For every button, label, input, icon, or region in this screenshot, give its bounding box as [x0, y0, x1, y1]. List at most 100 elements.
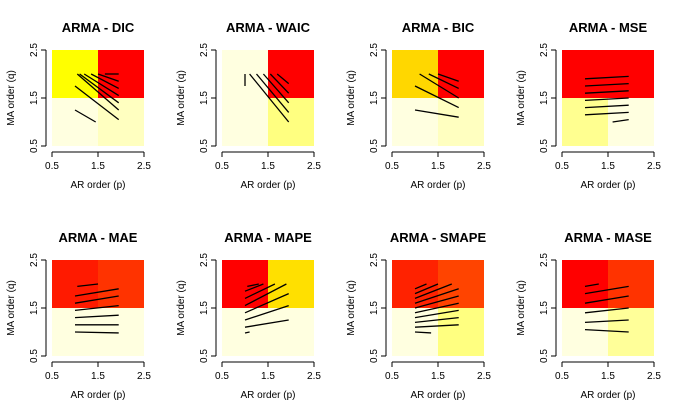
heatmap-cell: [98, 98, 144, 146]
heatmap-cell: [562, 308, 608, 356]
hatch-segment: [437, 73, 459, 82]
hatch-segment: [74, 304, 119, 312]
hatch-segment: [256, 73, 290, 113]
y-tick-label: 1.5: [199, 91, 210, 105]
chart-title: ARMA - MAE: [59, 230, 138, 245]
x-tick-label: 1.5: [261, 161, 275, 172]
chart-title: ARMA - WAIC: [226, 20, 311, 35]
heatmap-cell: [562, 50, 608, 98]
x-tick-label: 0.5: [385, 371, 399, 382]
hatch-segment: [79, 73, 120, 104]
heatmap-cell: [52, 50, 98, 98]
heatmap-cell: [392, 50, 438, 98]
hatch-segment: [584, 328, 629, 333]
heatmap-panel: ARMA - MAPE 0.5 1.5 2.5 AR order (p) 0.5 1.5 2.…: [176, 230, 321, 401]
hatch-segment: [244, 283, 287, 307]
y-axis-label: MA order (q): [6, 280, 17, 336]
hatch-segment: [90, 73, 120, 89]
y-tick-label: 0.5: [539, 139, 550, 153]
heatmap-cell: [98, 260, 144, 308]
heatmap-cell: [438, 50, 484, 98]
y-axis-label: MA order (q): [516, 280, 527, 336]
hatch-segment: [584, 75, 629, 80]
hatch-segment: [414, 109, 459, 118]
chart-title: ARMA - SMAPE: [390, 230, 487, 245]
y-tick-label: 0.5: [539, 349, 550, 363]
heatmap-cell: [608, 50, 654, 98]
x-axis-label: AR order (p): [70, 390, 125, 401]
y-tick-label: 0.5: [369, 349, 380, 363]
y-axis-label: MA order (q): [176, 280, 187, 336]
hatch-segment: [414, 295, 459, 309]
hatch-segment: [414, 283, 427, 290]
y-tick-label: 1.5: [29, 91, 40, 105]
heatmap-cell: [438, 260, 484, 308]
y-tick-label: 2.5: [199, 253, 210, 267]
hatch-segment: [76, 73, 120, 111]
hatch-segment: [414, 283, 453, 300]
hatch-segment: [414, 309, 459, 319]
y-tick-label: 0.5: [199, 139, 210, 153]
hatch-segment: [584, 319, 629, 324]
hatch-segment: [414, 331, 432, 334]
heatmap-cell: [268, 50, 314, 98]
hatch-segment: [244, 304, 289, 321]
x-tick-label: 2.5: [647, 371, 661, 382]
x-tick-label: 2.5: [647, 161, 661, 172]
y-tick-label: 0.5: [29, 349, 40, 363]
x-tick-label: 1.5: [91, 161, 105, 172]
heatmap-cell: [562, 260, 608, 308]
x-tick-label: 2.5: [137, 161, 151, 172]
x-axis-label: AR order (p): [240, 390, 295, 401]
hatch-segment: [584, 307, 629, 314]
y-tick-label: 0.5: [369, 139, 380, 153]
hatch-segment: [612, 118, 629, 123]
hatch-segment: [419, 73, 460, 99]
hatch-segment: [249, 73, 290, 123]
y-tick-label: 2.5: [369, 43, 380, 57]
hatch-segment: [74, 109, 97, 123]
heatmap-cell: [222, 98, 268, 146]
heatmap-cell: [98, 308, 144, 356]
hatch-segment: [584, 90, 629, 94]
hatch-segment: [244, 293, 289, 314]
hatch-segment: [97, 73, 119, 82]
hatch-segment: [83, 73, 120, 97]
x-tick-label: 2.5: [307, 371, 321, 382]
hatch-segment: [269, 73, 290, 94]
heatmap-cell: [392, 260, 438, 308]
x-tick-label: 0.5: [45, 161, 59, 172]
hatch-segment: [262, 73, 290, 104]
heatmap-cell: [222, 308, 268, 356]
heatmap-cell: [438, 98, 484, 146]
x-tick-label: 1.5: [601, 161, 615, 172]
hatch-segment: [584, 104, 629, 109]
x-axis-label: AR order (p): [410, 180, 465, 191]
y-tick-label: 2.5: [539, 253, 550, 267]
hatch-segment: [247, 283, 259, 288]
hatch-segment: [414, 316, 459, 324]
x-tick-label: 0.5: [45, 371, 59, 382]
y-tick-label: 1.5: [539, 301, 550, 315]
y-axis-label: MA order (q): [346, 280, 357, 336]
y-axis-label: MA order (q): [346, 70, 357, 126]
x-tick-label: 2.5: [307, 161, 321, 172]
y-tick-label: 0.5: [199, 349, 210, 363]
hatch-segment: [584, 295, 629, 304]
chart-title: ARMA - MAPE: [224, 230, 312, 245]
hatch-segment: [584, 283, 599, 288]
hatch-segment: [584, 285, 629, 295]
y-tick-label: 2.5: [539, 43, 550, 57]
hatch-segment: [276, 73, 290, 85]
heatmap-cell: [268, 308, 314, 356]
heatmap-cell: [222, 260, 268, 308]
x-tick-label: 2.5: [477, 371, 491, 382]
x-tick-label: 0.5: [385, 161, 399, 172]
hatch-segment: [414, 85, 459, 109]
x-tick-label: 0.5: [215, 371, 229, 382]
heatmap-cell: [52, 98, 98, 146]
y-axis-label: MA order (q): [176, 70, 187, 126]
x-tick-label: 1.5: [261, 371, 275, 382]
hatch-segment: [584, 82, 629, 87]
